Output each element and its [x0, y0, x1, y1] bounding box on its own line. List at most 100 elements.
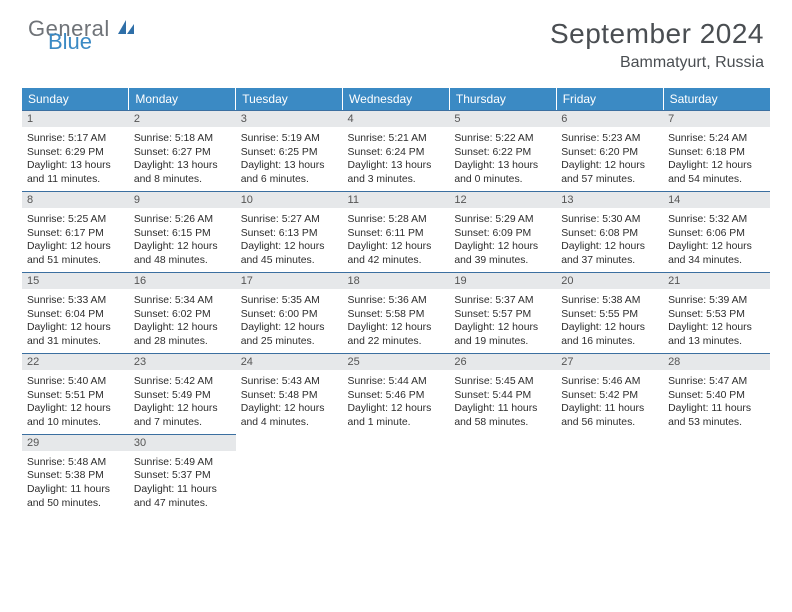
sunset-line: Sunset: 6:08 PM [561, 227, 658, 241]
daylight-line: Daylight: 12 hours and 42 minutes. [348, 240, 445, 267]
sunset-line: Sunset: 5:53 PM [668, 308, 765, 322]
weekday-header: Tuesday [236, 88, 343, 110]
sunrise-line: Sunrise: 5:43 AM [241, 375, 338, 389]
sunrise-line: Sunrise: 5:35 AM [241, 294, 338, 308]
sunrise-line: Sunrise: 5:36 AM [348, 294, 445, 308]
daylight-line: Daylight: 13 hours and 8 minutes. [134, 159, 231, 186]
day-number: 24 [236, 353, 343, 370]
daylight-line: Daylight: 13 hours and 6 minutes. [241, 159, 338, 186]
calendar-cell: 17 Sunrise: 5:35 AMSunset: 6:00 PMDayligh… [236, 272, 343, 353]
sunrise-line: Sunrise: 5:29 AM [454, 213, 551, 227]
calendar-table: Sunday Monday Tuesday Wednesday Thursday… [22, 88, 770, 515]
sunset-line: Sunset: 5:44 PM [454, 389, 551, 403]
daylight-line: Daylight: 12 hours and 57 minutes. [561, 159, 658, 186]
sunrise-line: Sunrise: 5:21 AM [348, 132, 445, 146]
day-number: 9 [129, 191, 236, 208]
sunset-line: Sunset: 6:06 PM [668, 227, 765, 241]
day-number: 26 [449, 353, 556, 370]
weekday-header: Sunday [22, 88, 129, 110]
daylight-line: Daylight: 12 hours and 37 minutes. [561, 240, 658, 267]
sunset-line: Sunset: 6:18 PM [668, 146, 765, 160]
weekday-header: Wednesday [343, 88, 450, 110]
daylight-line: Daylight: 12 hours and 10 minutes. [27, 402, 124, 429]
calendar-cell: 15Sunrise: 5:33 AMSunset: 6:04 PMDayligh… [22, 272, 129, 353]
day-number: 4 [343, 110, 450, 127]
calendar-cell: 29Sunrise: 5:48 AMSunset: 5:38 PMDayligh… [22, 434, 129, 515]
calendar-cell: 3Sunrise: 5:19 AMSunset: 6:25 PMDaylight… [236, 110, 343, 191]
day-number: 22 [22, 353, 129, 370]
day-number: 16 [129, 272, 236, 289]
sunset-line: Sunset: 5:48 PM [241, 389, 338, 403]
calendar-cell: 9Sunrise: 5:26 AMSunset: 6:15 PMDaylight… [129, 191, 236, 272]
sunrise-line: Sunrise: 5:27 AM [241, 213, 338, 227]
daylight-line: Daylight: 13 hours and 3 minutes. [348, 159, 445, 186]
sunset-line: Sunset: 5:57 PM [454, 308, 551, 322]
sunset-line: Sunset: 5:38 PM [27, 469, 124, 483]
daylight-line: Daylight: 12 hours and 19 minutes. [454, 321, 551, 348]
logo-word-2: Blue [48, 33, 136, 52]
sunrise-line: Sunrise: 5:48 AM [27, 456, 124, 470]
calendar-row: 29Sunrise: 5:48 AMSunset: 5:38 PMDayligh… [22, 434, 770, 515]
calendar-cell: 16Sunrise: 5:34 AMSunset: 6:02 PMDayligh… [129, 272, 236, 353]
sunset-line: Sunset: 6:22 PM [454, 146, 551, 160]
day-number: 21 [663, 272, 770, 289]
calendar-cell: 28Sunrise: 5:47 AMSunset: 5:40 PMDayligh… [663, 353, 770, 434]
sunrise-line: Sunrise: 5:18 AM [134, 132, 231, 146]
daylight-line: Daylight: 12 hours and 22 minutes. [348, 321, 445, 348]
day-number: 12 [449, 191, 556, 208]
calendar-cell: 25Sunrise: 5:44 AMSunset: 5:46 PMDayligh… [343, 353, 450, 434]
daylight-line: Daylight: 13 hours and 11 minutes. [27, 159, 124, 186]
calendar-cell: 20Sunrise: 5:38 AMSunset: 5:55 PMDayligh… [556, 272, 663, 353]
sunset-line: Sunset: 5:46 PM [348, 389, 445, 403]
weekday-header-row: Sunday Monday Tuesday Wednesday Thursday… [22, 88, 770, 110]
sunset-line: Sunset: 5:42 PM [561, 389, 658, 403]
daylight-line: Daylight: 12 hours and 7 minutes. [134, 402, 231, 429]
daylight-line: Daylight: 11 hours and 58 minutes. [454, 402, 551, 429]
weekday-header: Thursday [449, 88, 556, 110]
day-number: 17 [236, 272, 343, 289]
day-number: 6 [556, 110, 663, 127]
calendar-cell: 11Sunrise: 5:28 AMSunset: 6:11 PMDayligh… [343, 191, 450, 272]
day-number: 15 [22, 272, 129, 289]
day-number: 30 [129, 434, 236, 451]
calendar-cell [663, 434, 770, 515]
weekday-header: Friday [556, 88, 663, 110]
day-number: 19 [449, 272, 556, 289]
calendar-cell: 23Sunrise: 5:42 AMSunset: 5:49 PMDayligh… [129, 353, 236, 434]
sunset-line: Sunset: 6:17 PM [27, 227, 124, 241]
calendar-row: 8Sunrise: 5:25 AMSunset: 6:17 PMDaylight… [22, 191, 770, 272]
day-number: 27 [556, 353, 663, 370]
calendar-cell: 4 Sunrise: 5:21 AMSunset: 6:24 PMDaylight… [343, 110, 450, 191]
sunrise-line: Sunrise: 5:37 AM [454, 294, 551, 308]
sunset-line: Sunset: 6:24 PM [348, 146, 445, 160]
daylight-line: Daylight: 12 hours and 25 minutes. [241, 321, 338, 348]
daylight-line: Daylight: 11 hours and 56 minutes. [561, 402, 658, 429]
sunrise-line: Sunrise: 5:32 AM [668, 213, 765, 227]
location: Bammatyurt, Russia [550, 54, 764, 72]
sunrise-line: Sunrise: 5:17 AM [27, 132, 124, 146]
sunset-line: Sunset: 6:13 PM [241, 227, 338, 241]
sunset-line: Sunset: 5:49 PM [134, 389, 231, 403]
calendar-cell: 10Sunrise: 5:27 AMSunset: 6:13 PMDayligh… [236, 191, 343, 272]
sunrise-line: Sunrise: 5:45 AM [454, 375, 551, 389]
calendar-cell: 1Sunrise: 5:17 AMSunset: 6:29 PMDaylight… [22, 110, 129, 191]
daylight-line: Daylight: 12 hours and 39 minutes. [454, 240, 551, 267]
day-number: 13 [556, 191, 663, 208]
sunset-line: Sunset: 5:37 PM [134, 469, 231, 483]
sunset-line: Sunset: 6:27 PM [134, 146, 231, 160]
day-number: 18 [343, 272, 450, 289]
calendar-cell [449, 434, 556, 515]
daylight-line: Daylight: 12 hours and 28 minutes. [134, 321, 231, 348]
calendar-cell: 12Sunrise: 5:29 AMSunset: 6:09 PMDayligh… [449, 191, 556, 272]
sunrise-line: Sunrise: 5:46 AM [561, 375, 658, 389]
calendar-cell: 6Sunrise: 5:23 AMSunset: 6:20 PMDaylight… [556, 110, 663, 191]
daylight-line: Daylight: 11 hours and 53 minutes. [668, 402, 765, 429]
day-number: 2 [129, 110, 236, 127]
sunset-line: Sunset: 5:51 PM [27, 389, 124, 403]
day-number: 8 [22, 191, 129, 208]
sunrise-line: Sunrise: 5:38 AM [561, 294, 658, 308]
sunset-line: Sunset: 6:00 PM [241, 308, 338, 322]
sunrise-line: Sunrise: 5:40 AM [27, 375, 124, 389]
sunrise-line: Sunrise: 5:33 AM [27, 294, 124, 308]
daylight-line: Daylight: 13 hours and 0 minutes. [454, 159, 551, 186]
